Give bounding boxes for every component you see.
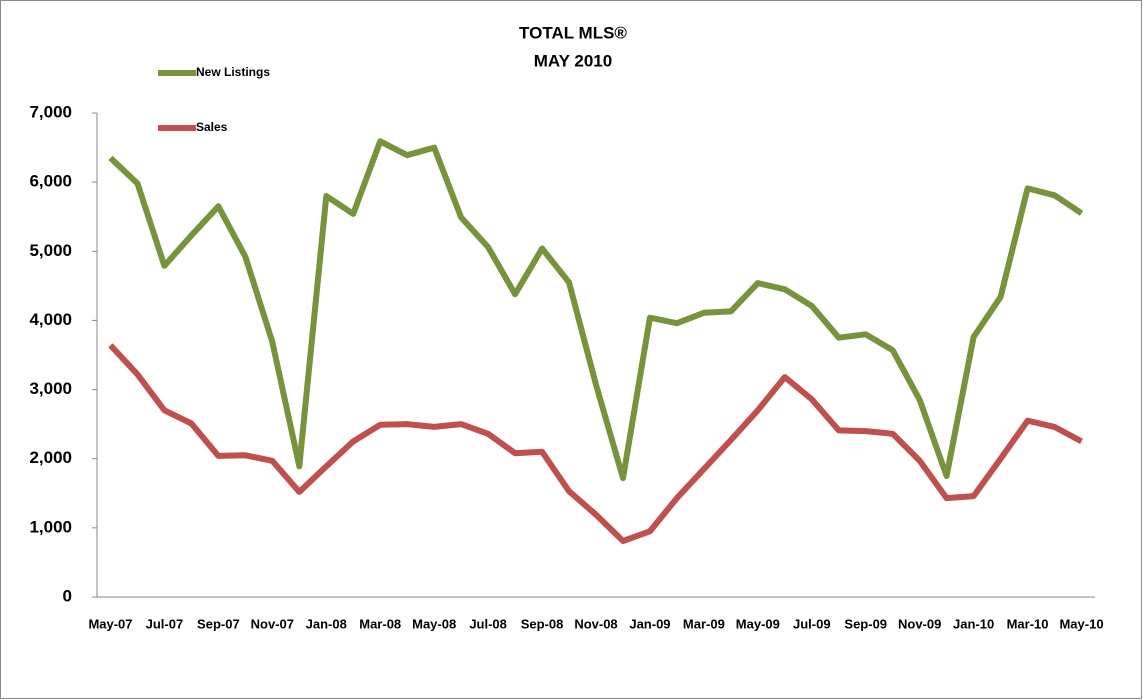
x-tick-label: May-08 [412, 616, 456, 631]
x-tick-label: Sep-07 [197, 616, 240, 631]
x-tick-label: Jan-09 [629, 616, 670, 631]
x-tick-label: Sep-09 [844, 616, 887, 631]
x-tick-label: May-10 [1059, 616, 1103, 631]
x-tick-label: Mar-08 [359, 616, 401, 631]
x-tick-label: Sep-08 [521, 616, 564, 631]
x-tick-label: Jul-07 [146, 616, 184, 631]
y-tick-label: 4,000 [29, 310, 72, 329]
chart-title: TOTAL MLS® [519, 23, 627, 42]
x-tick-label: Nov-08 [574, 616, 617, 631]
series-line [108, 343, 1083, 544]
x-tick-label: Nov-09 [898, 616, 941, 631]
y-tick-label: 2,000 [29, 448, 72, 467]
x-tick-label: Mar-09 [683, 616, 725, 631]
chart-subtitle: MAY 2010 [534, 51, 612, 70]
legend-label: New Listings [196, 65, 270, 79]
x-tick-label: Nov-07 [251, 616, 294, 631]
y-tick-label: 0 [63, 586, 72, 605]
x-tick-label: May-09 [736, 616, 780, 631]
y-tick-label: 1,000 [29, 517, 72, 536]
x-tick-label: Jul-09 [793, 616, 831, 631]
x-tick-label: Jan-10 [953, 616, 994, 631]
y-tick-label: 7,000 [29, 102, 72, 121]
legend-label: Sales [196, 120, 228, 134]
y-tick-label: 6,000 [29, 172, 72, 191]
x-tick-label: Jul-08 [469, 616, 507, 631]
y-tick-label: 3,000 [29, 379, 72, 398]
y-tick-label: 5,000 [29, 241, 72, 260]
x-tick-label: May-07 [88, 616, 132, 631]
series-line [108, 138, 1084, 482]
x-tick-label: Mar-10 [1007, 616, 1049, 631]
x-tick-label: Jan-08 [306, 616, 347, 631]
